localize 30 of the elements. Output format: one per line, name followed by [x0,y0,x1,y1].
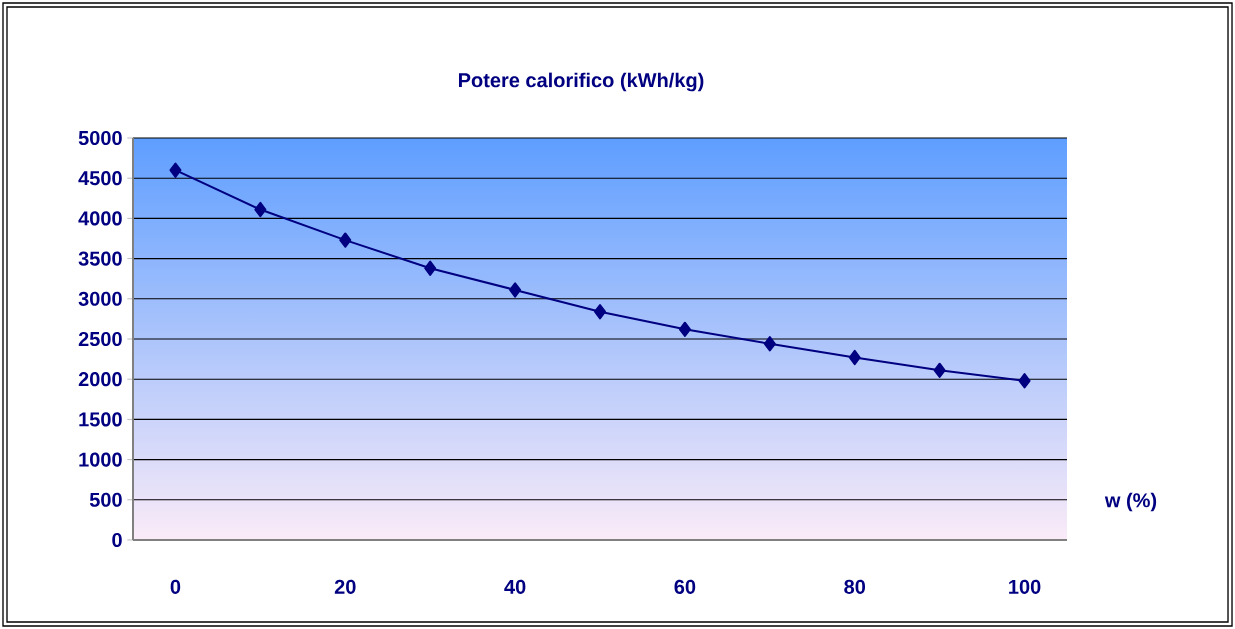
x-tick-label: 20 [334,579,356,594]
point [509,282,522,298]
y-tick-label: 3000 [78,291,122,306]
point [933,362,946,379]
y-tick-label: 1500 [79,412,122,427]
x-tick-label: 40 [504,579,526,594]
y-tick-label: 1000 [79,452,122,467]
y-tick-label: 0 [112,532,122,548]
point [848,349,861,366]
x-tick-label: 60 [674,579,696,594]
y-tick-label: 3500 [78,251,122,266]
x-tick-label: 0 [170,579,181,594]
y-tick-label: 2500 [78,331,122,347]
point [339,232,352,248]
point [678,321,691,338]
x-axis-title: w (%) [1104,492,1157,512]
y-tick-label: 4000 [78,211,122,226]
point [169,162,182,178]
point [424,260,437,276]
x-tick-label: 80 [844,579,866,594]
point [254,201,267,218]
x-tick-label: 100 [1009,579,1041,594]
y-tick-label: 2000 [78,372,122,387]
point [594,304,606,320]
chart-title: Potere calorifico (kWh/kg) [458,72,704,92]
y-tick-label: 500 [89,492,122,507]
point [763,336,776,352]
y-tick-label: 4500 [78,171,122,186]
point [1018,373,1031,389]
y-tick-label: 5000 [78,130,122,146]
